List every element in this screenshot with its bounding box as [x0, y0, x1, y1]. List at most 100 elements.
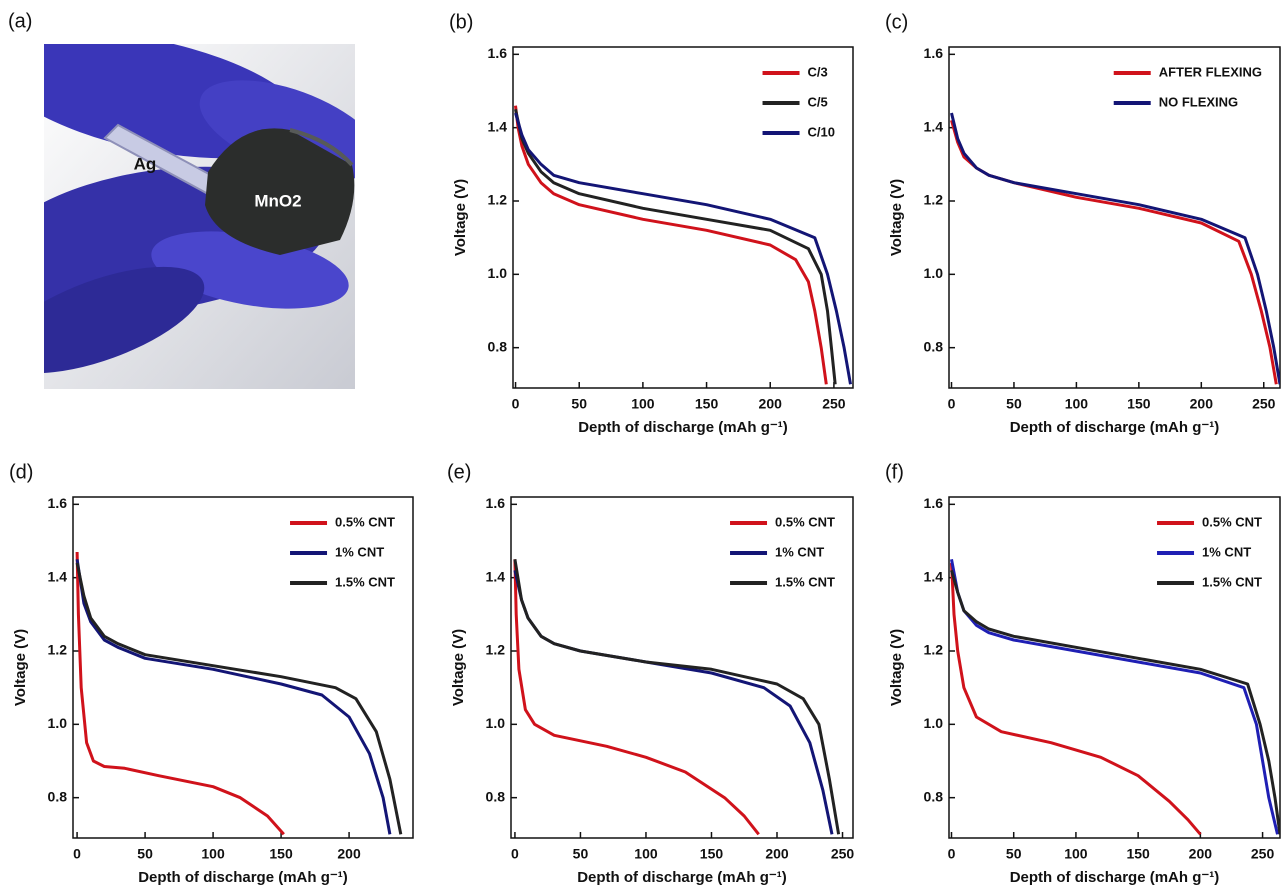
y-tick-label: 1.0 — [48, 715, 68, 731]
x-tick-label: 0 — [948, 846, 956, 862]
panel-label: (c) — [885, 11, 908, 33]
series-line — [514, 108, 837, 385]
x-tick-label: 100 — [634, 846, 658, 862]
x-tick-label: 100 — [201, 846, 225, 862]
legend-label: 1.5% CNT — [335, 574, 395, 589]
legend-label: 1% CNT — [1202, 544, 1251, 559]
series-line — [513, 559, 841, 835]
y-tick-label: 1.4 — [486, 568, 506, 584]
x-tick-label: 250 — [1251, 846, 1275, 862]
legend-label: C/5 — [808, 94, 828, 109]
x-axis-label: Depth of discharge (mAh g⁻¹) — [578, 419, 788, 436]
panel-label: (a) — [8, 10, 32, 32]
y-tick-label: 1.6 — [488, 45, 508, 61]
legend-label: 1.5% CNT — [1202, 574, 1262, 589]
series-line — [513, 569, 834, 835]
x-tick-label: 50 — [573, 846, 589, 862]
x-tick-label: 200 — [765, 846, 789, 862]
series-line — [513, 559, 760, 836]
series-line — [950, 119, 1278, 385]
y-axis-label: Voltage (V) — [452, 179, 469, 256]
x-tick-label: 200 — [1190, 396, 1214, 412]
legend-label: 1% CNT — [335, 544, 384, 559]
chart-panel: (b) 0 50 100 150 200 250 0.8 1.0 1.2 1.4 1.6 Depth o… — [449, 11, 854, 436]
chart-panel: (f) 0 50 100 150 200 250 0.8 1.0 1.2 1.4 1.6 Depth o… — [885, 461, 1281, 886]
series-line — [75, 559, 392, 835]
x-tick-label: 250 — [831, 846, 855, 862]
series-line — [75, 551, 285, 836]
y-axis-label: Voltage (V) — [12, 629, 29, 706]
x-tick-label: 200 — [759, 396, 783, 412]
y-tick-label: 1.0 — [488, 265, 508, 281]
y-tick-label: 1.2 — [924, 642, 944, 658]
x-tick-label: 150 — [1127, 396, 1151, 412]
x-tick-label: 0 — [73, 846, 81, 862]
legend-label: C/3 — [808, 64, 828, 79]
y-tick-label: 1.6 — [924, 495, 944, 511]
x-axis-label: Depth of discharge (mAh g⁻¹) — [577, 869, 787, 886]
y-tick-label: 0.8 — [924, 788, 944, 804]
y-tick-label: 1.2 — [924, 192, 944, 208]
x-tick-label: 100 — [631, 396, 655, 412]
x-axis-label: Depth of discharge (mAh g⁻¹) — [1010, 869, 1220, 886]
chart-panel: (d) 0 50 100 150 200 0.8 1.0 1.2 1.4 1.6 Depth of d… — [9, 461, 414, 886]
x-tick-label: 0 — [511, 846, 519, 862]
series-line — [75, 562, 403, 835]
series-line — [950, 559, 1279, 835]
panel-label: (f) — [885, 461, 904, 483]
x-axis-label: Depth of discharge (mAh g⁻¹) — [138, 869, 348, 886]
legend-label: 0.5% CNT — [335, 514, 395, 529]
y-tick-label: 1.2 — [486, 642, 506, 658]
y-tick-label: 0.8 — [486, 788, 506, 804]
legend-label: 1% CNT — [775, 544, 824, 559]
y-tick-label: 1.4 — [48, 568, 68, 584]
x-tick-label: 150 — [700, 846, 724, 862]
x-tick-label: 50 — [571, 396, 587, 412]
panel-label: (e) — [447, 461, 471, 483]
chart-panel: (e) 0 50 100 150 200 250 0.8 1.0 1.2 1.4 1.6 Depth o… — [447, 461, 854, 886]
y-axis-label: Voltage (V) — [888, 179, 905, 256]
legend-label: 1.5% CNT — [775, 574, 835, 589]
x-tick-label: 150 — [1126, 846, 1150, 862]
y-tick-label: 1.4 — [924, 118, 944, 134]
photo-image — [44, 44, 355, 389]
x-tick-label: 250 — [822, 396, 846, 412]
x-tick-label: 200 — [1189, 846, 1213, 862]
photo: (a) Ag MnO2 — [8, 10, 355, 389]
y-tick-label: 0.8 — [924, 338, 944, 354]
legend-label: 0.5% CNT — [1202, 514, 1262, 529]
y-tick-label: 1.2 — [488, 192, 508, 208]
y-tick-label: 1.0 — [924, 715, 944, 731]
y-tick-label: 1.2 — [48, 642, 68, 658]
y-tick-label: 1.6 — [924, 45, 944, 61]
series-line — [950, 569, 1280, 835]
photo-text: Ag — [134, 154, 157, 173]
x-tick-label: 50 — [1006, 396, 1022, 412]
y-tick-label: 0.8 — [488, 338, 508, 354]
plot-frame — [948, 496, 1281, 839]
x-axis-label: Depth of discharge (mAh g⁻¹) — [1010, 419, 1220, 436]
x-tick-label: 150 — [269, 846, 293, 862]
series-line — [514, 105, 828, 385]
legend-label: AFTER FLEXING — [1159, 64, 1262, 79]
photo-text: MnO2 — [254, 191, 301, 210]
x-tick-label: 0 — [948, 396, 956, 412]
x-tick-label: 50 — [1006, 846, 1022, 862]
x-tick-label: 50 — [137, 846, 153, 862]
series-line — [514, 112, 852, 385]
y-tick-label: 1.4 — [924, 568, 944, 584]
series-line — [950, 562, 1202, 836]
x-tick-label: 100 — [1065, 396, 1089, 412]
y-tick-label: 0.8 — [48, 788, 68, 804]
plot-frame — [948, 46, 1281, 389]
series-line — [950, 112, 1280, 385]
y-tick-label: 1.0 — [924, 265, 944, 281]
panel-label: (b) — [449, 11, 473, 33]
y-axis-label: Voltage (V) — [450, 629, 467, 706]
x-tick-label: 100 — [1064, 846, 1088, 862]
legend-label: NO FLEXING — [1159, 94, 1238, 109]
y-axis-label: Voltage (V) — [888, 629, 905, 706]
panel-label: (d) — [9, 461, 33, 483]
x-tick-label: 250 — [1252, 396, 1276, 412]
